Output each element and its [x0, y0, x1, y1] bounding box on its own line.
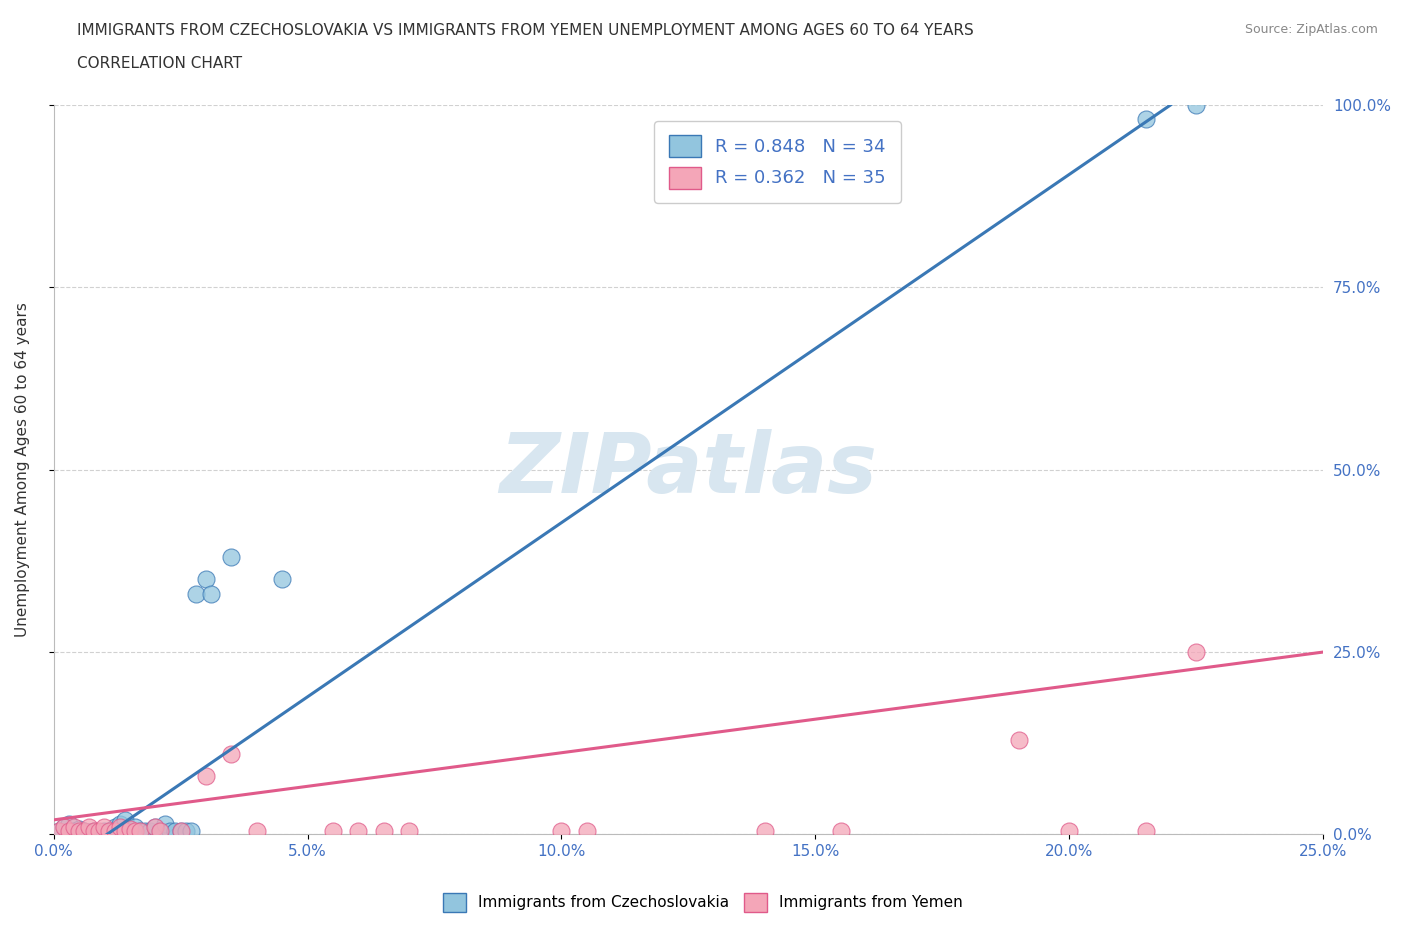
Point — [48, 823, 70, 838]
Point — [93, 819, 115, 834]
Point — [48, 823, 70, 838]
Point — [58, 823, 80, 838]
Point — [114, 823, 136, 838]
Point — [63, 819, 86, 834]
Point — [124, 823, 146, 838]
Legend: Immigrants from Czechoslovakia, Immigrants from Yemen: Immigrants from Czechoslovakia, Immigran… — [437, 887, 969, 918]
Point — [194, 572, 217, 587]
Point — [124, 819, 146, 834]
Point — [149, 823, 172, 838]
Text: IMMIGRANTS FROM CZECHOSLOVAKIA VS IMMIGRANTS FROM YEMEN UNEMPLOYMENT AMONG AGES : IMMIGRANTS FROM CZECHOSLOVAKIA VS IMMIGR… — [77, 23, 974, 38]
Point — [67, 821, 90, 836]
Point — [89, 823, 111, 838]
Point — [118, 821, 141, 836]
Point — [754, 823, 776, 838]
Point — [271, 572, 294, 587]
Point — [575, 823, 598, 838]
Point — [169, 823, 191, 838]
Point — [77, 825, 100, 840]
Point — [77, 819, 100, 834]
Text: CORRELATION CHART: CORRELATION CHART — [77, 56, 242, 71]
Point — [129, 823, 152, 838]
Point — [169, 823, 191, 838]
Point — [174, 823, 197, 838]
Point — [143, 819, 166, 834]
Point — [1185, 644, 1208, 659]
Point — [67, 823, 90, 838]
Point — [134, 823, 156, 838]
Point — [103, 819, 125, 834]
Point — [98, 823, 121, 838]
Point — [1059, 823, 1081, 838]
Point — [129, 823, 152, 838]
Point — [200, 586, 222, 601]
Text: Source: ZipAtlas.com: Source: ZipAtlas.com — [1244, 23, 1378, 36]
Point — [184, 586, 207, 601]
Point — [830, 823, 852, 838]
Point — [246, 823, 269, 838]
Point — [1185, 98, 1208, 113]
Point — [103, 823, 125, 838]
Point — [149, 823, 172, 838]
Point — [221, 747, 243, 762]
Point — [194, 769, 217, 784]
Point — [52, 819, 75, 834]
Point — [1135, 823, 1157, 838]
Point — [139, 823, 162, 838]
Y-axis label: Unemployment Among Ages 60 to 64 years: Unemployment Among Ages 60 to 64 years — [15, 302, 30, 637]
Point — [108, 817, 131, 831]
Point — [347, 823, 370, 838]
Legend: R = 0.848   N = 34, R = 0.362   N = 35: R = 0.848 N = 34, R = 0.362 N = 35 — [654, 121, 901, 203]
Point — [98, 823, 121, 838]
Point — [373, 823, 395, 838]
Point — [73, 823, 96, 838]
Point — [159, 823, 181, 838]
Point — [58, 817, 80, 831]
Point — [73, 823, 96, 838]
Point — [89, 827, 111, 842]
Point — [114, 813, 136, 828]
Point — [1007, 732, 1029, 747]
Point — [165, 823, 187, 838]
Point — [83, 823, 105, 838]
Point — [108, 819, 131, 834]
Point — [550, 823, 572, 838]
Point — [398, 823, 420, 838]
Point — [118, 823, 141, 838]
Point — [1135, 112, 1157, 126]
Point — [52, 819, 75, 834]
Point — [155, 817, 177, 831]
Point — [93, 823, 115, 838]
Point — [180, 823, 202, 838]
Point — [322, 823, 344, 838]
Point — [221, 550, 243, 565]
Text: ZIPatlas: ZIPatlas — [499, 429, 877, 510]
Point — [83, 823, 105, 838]
Point — [143, 819, 166, 834]
Point — [63, 823, 86, 838]
